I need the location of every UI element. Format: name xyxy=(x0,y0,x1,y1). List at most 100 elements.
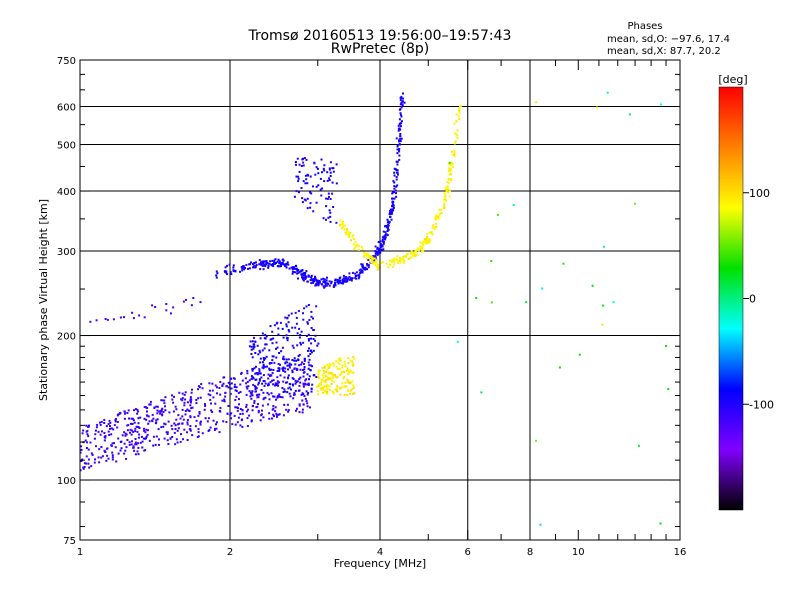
data-point xyxy=(139,441,142,444)
data-point xyxy=(229,392,232,395)
data-point xyxy=(444,196,447,199)
data-point xyxy=(433,228,436,230)
data-point xyxy=(459,105,462,108)
data-point xyxy=(371,256,374,259)
data-point xyxy=(284,362,287,365)
data-point xyxy=(271,259,274,262)
data-point xyxy=(129,422,132,425)
data-point xyxy=(199,396,202,399)
data-point xyxy=(382,230,385,233)
data-point xyxy=(274,384,277,387)
data-point xyxy=(305,378,308,381)
data-point xyxy=(351,236,354,239)
data-point xyxy=(324,385,327,388)
data-point xyxy=(272,383,275,386)
data-point xyxy=(267,382,270,385)
data-point xyxy=(352,386,355,389)
data-point xyxy=(261,366,264,369)
data-point xyxy=(347,390,350,393)
data-point xyxy=(398,154,401,157)
data-point xyxy=(236,409,239,412)
data-point xyxy=(176,441,179,444)
data-point xyxy=(264,334,267,336)
data-point xyxy=(252,263,255,266)
data-point xyxy=(123,442,126,445)
data-point xyxy=(290,388,292,391)
data-point xyxy=(252,347,255,350)
data-point xyxy=(328,377,331,380)
data-point xyxy=(379,244,382,247)
data-point xyxy=(337,368,340,371)
data-point xyxy=(286,403,289,406)
data-point xyxy=(392,204,395,207)
data-point xyxy=(303,307,306,310)
data-point xyxy=(267,373,270,376)
data-point xyxy=(396,184,399,187)
x-tick-label: 4 xyxy=(377,547,383,558)
data-point xyxy=(395,176,398,178)
data-point xyxy=(293,392,296,395)
data-point xyxy=(328,177,331,180)
data-point xyxy=(111,442,114,445)
data-point xyxy=(241,409,244,412)
data-point xyxy=(261,409,263,412)
data-point xyxy=(336,385,338,388)
data-point xyxy=(281,346,284,349)
data-point xyxy=(334,279,337,282)
data-point xyxy=(362,265,364,268)
data-point xyxy=(165,303,168,305)
data-point xyxy=(356,274,359,277)
data-point xyxy=(181,415,184,418)
data-point xyxy=(298,354,301,356)
data-point xyxy=(355,277,358,280)
data-point xyxy=(211,411,214,413)
data-point xyxy=(341,280,344,283)
data-point xyxy=(326,171,329,174)
data-point xyxy=(370,261,373,263)
data-point xyxy=(254,266,257,269)
data-point xyxy=(306,393,309,396)
data-point xyxy=(386,230,389,232)
data-point xyxy=(340,282,343,285)
data-point xyxy=(252,265,255,268)
data-point xyxy=(351,271,354,274)
data-point xyxy=(324,281,327,284)
data-point xyxy=(208,389,211,392)
data-point xyxy=(330,282,333,285)
data-point xyxy=(317,172,320,175)
data-point xyxy=(147,415,150,418)
data-point xyxy=(307,355,310,358)
data-point xyxy=(339,279,342,282)
data-point xyxy=(167,443,170,445)
data-point xyxy=(219,406,222,409)
data-point xyxy=(299,341,302,344)
data-point xyxy=(189,428,192,431)
data-point xyxy=(426,233,429,236)
data-point xyxy=(490,260,493,262)
data-point xyxy=(328,168,331,171)
data-point xyxy=(178,422,181,425)
data-point xyxy=(417,247,420,250)
data-point xyxy=(442,198,445,201)
data-point xyxy=(214,402,217,405)
data-point xyxy=(184,410,187,412)
data-point xyxy=(123,452,126,455)
data-point xyxy=(326,392,329,395)
data-point xyxy=(254,388,257,390)
data-point xyxy=(396,145,399,148)
data-point xyxy=(400,96,403,99)
data-point xyxy=(199,421,202,424)
data-point xyxy=(209,398,212,401)
data-point xyxy=(326,369,329,371)
data-point xyxy=(166,431,169,434)
data-point xyxy=(284,263,287,266)
data-point xyxy=(367,254,370,256)
data-point xyxy=(349,359,352,362)
data-point xyxy=(290,312,293,315)
data-point xyxy=(400,122,403,125)
data-point xyxy=(105,459,108,462)
data-point xyxy=(154,443,157,446)
data-point xyxy=(134,441,137,444)
data-point xyxy=(307,338,310,340)
data-point xyxy=(596,106,598,109)
